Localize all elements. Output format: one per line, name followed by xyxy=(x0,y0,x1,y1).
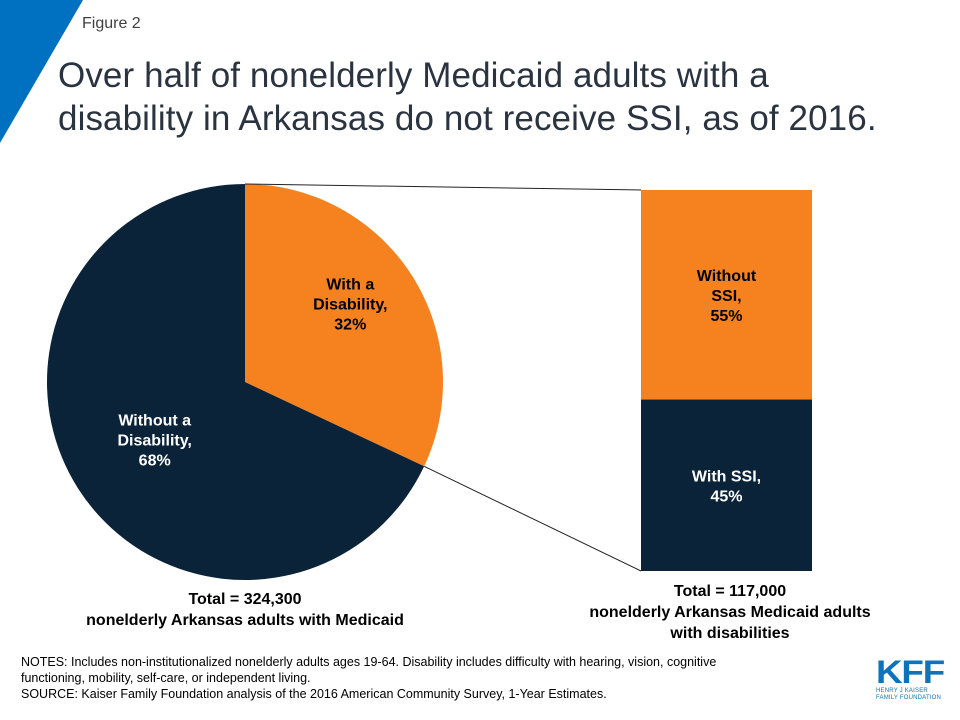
bar-segment-without-ssi xyxy=(641,190,812,400)
pie-label-line: With a xyxy=(326,276,374,293)
bar-segment-with-ssi xyxy=(641,399,812,571)
pie-label-line: 32% xyxy=(334,316,366,333)
bar-total-line-1: Total = 117,000 xyxy=(673,583,787,600)
kff-logo: KFF HENRY J KAISER FAMILY FOUNDATION xyxy=(876,656,946,708)
pie-total-line-1: Total = 324,300 xyxy=(188,591,302,608)
bar-label-line: With SSI, xyxy=(692,468,761,485)
figure-label: Figure 2 xyxy=(82,15,141,32)
pie-label-line: Without a xyxy=(118,413,191,430)
accent-triangle xyxy=(0,0,83,143)
notes-line-2: functioning, mobility, self-care, or ind… xyxy=(21,671,311,685)
logo-sub-line-1: HENRY J KAISER xyxy=(876,688,928,694)
logo-subtitle: HENRY J KAISER FAMILY FOUNDATION xyxy=(876,688,946,702)
connector-line-bottom xyxy=(423,465,642,572)
bar-label-line: 55% xyxy=(710,308,742,325)
notes-source: NOTES: Includes non-institutionalized no… xyxy=(21,654,851,702)
logo-mark: KFF xyxy=(876,654,945,690)
pie-label-line: Disability, xyxy=(117,433,191,450)
pie-slice-without-a-disability xyxy=(46,184,425,580)
title-line-1: Over half of nonelderly Medicaid adults … xyxy=(58,56,769,95)
source-line: SOURCE: Kaiser Family Foundation analysi… xyxy=(21,687,607,701)
pie-total-line-2: nonelderly Arkansas adults with Medicaid xyxy=(86,612,404,629)
title-line-2: disability in Arkansas do not receive SS… xyxy=(58,99,877,138)
logo-sub-line-2: FAMILY FOUNDATION xyxy=(876,695,942,701)
bar-label-line: SSI, xyxy=(711,288,741,305)
notes-line-1: NOTES: Includes non-institutionalized no… xyxy=(21,655,717,669)
corner-accent-triangle xyxy=(0,0,83,143)
connector-line-top xyxy=(244,183,642,191)
bar-total-caption: Total = 117,000 nonelderly Arkansas Medi… xyxy=(540,581,920,644)
pie-total-caption: Total = 324,300 nonelderly Arkansas adul… xyxy=(40,589,450,631)
pie-label-line: 68% xyxy=(139,453,171,470)
pie-slice-with-a-disability xyxy=(245,184,443,467)
bar-label-without-ssi: Without SSI, 55% xyxy=(697,268,757,325)
pie-label-without-a-disability: Without a Disability, 68% xyxy=(117,413,191,470)
pie-label-with-a-disability: With a Disability, 32% xyxy=(313,276,387,333)
bar-label-line: 45% xyxy=(710,488,742,505)
bar-total-line-3: with disabilities xyxy=(670,625,790,642)
pie-label-line: Disability, xyxy=(313,296,387,313)
page-title: Over half of nonelderly Medicaid adults … xyxy=(58,54,958,140)
bar-label-line: Without xyxy=(697,268,757,285)
bar-total-line-2: nonelderly Arkansas Medicaid adults xyxy=(589,604,871,621)
bar-label-with-ssi: With SSI, 45% xyxy=(692,468,761,505)
